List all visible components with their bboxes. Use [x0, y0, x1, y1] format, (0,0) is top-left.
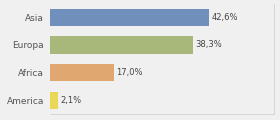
Text: 17,0%: 17,0% [116, 68, 142, 77]
Text: 2,1%: 2,1% [60, 96, 81, 105]
Bar [50, 92, 58, 109]
Bar [50, 64, 114, 81]
Text: 42,6%: 42,6% [211, 13, 238, 22]
Bar [50, 9, 209, 26]
Bar [50, 36, 193, 54]
Text: 38,3%: 38,3% [195, 40, 222, 49]
